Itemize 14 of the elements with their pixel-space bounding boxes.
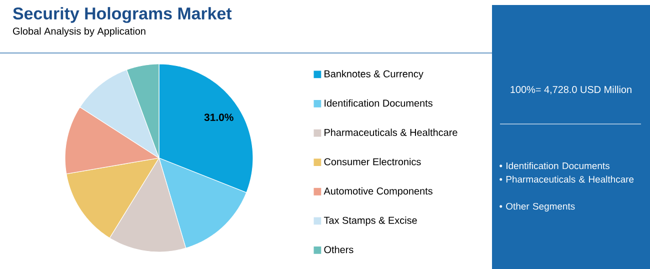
legend-label: Automotive Components xyxy=(324,187,432,197)
legend-label: Others xyxy=(324,246,354,254)
data-label: 31.0% xyxy=(204,114,234,122)
text: • Other Segments xyxy=(500,202,575,212)
legend-label: Pharmaceuticals & Healthcare xyxy=(324,128,458,136)
text: 100%= 4,728.0 USD Million xyxy=(510,86,632,94)
legend-label: Consumer Electronics xyxy=(324,158,421,166)
text: • Pharmaceuticals & Healthcare xyxy=(500,176,634,183)
legend-label: Tax Stamps & Excise xyxy=(324,216,417,226)
legend-label: Banknotes & Currency xyxy=(324,70,424,80)
legend-label: Identification Documents xyxy=(324,99,432,107)
chart-subtitle: Global Analysis by Application xyxy=(13,27,146,37)
chart-title: Security Holograms Market xyxy=(13,7,232,23)
text: • Identification Documents xyxy=(500,162,610,170)
